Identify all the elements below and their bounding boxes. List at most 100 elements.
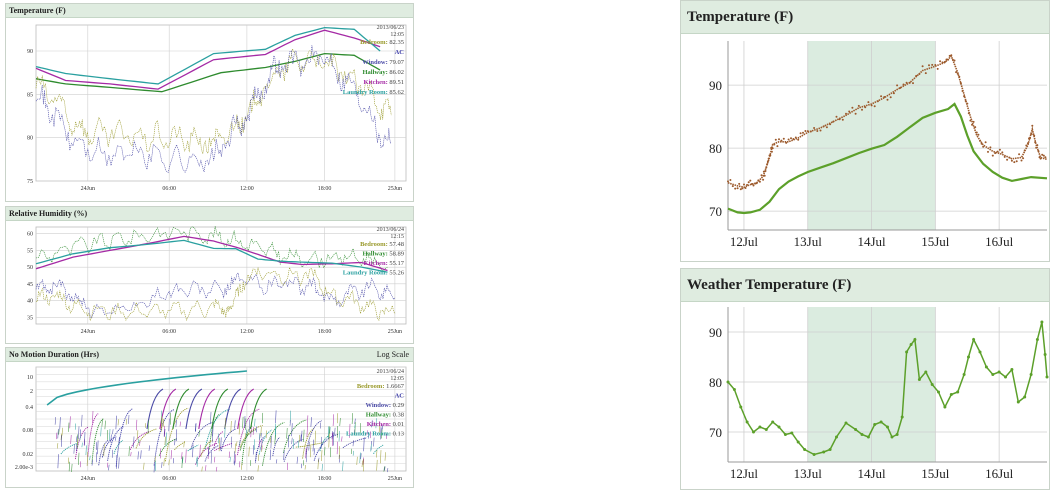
noise-segment <box>317 459 319 470</box>
series-line-kitchen <box>35 235 388 272</box>
legend-entry: Hallway: 58.89 <box>362 251 404 258</box>
data-point <box>902 83 905 86</box>
legend-series-value: 55.17 <box>388 260 405 267</box>
noise-segment <box>269 449 271 461</box>
series-ramp <box>214 442 233 452</box>
data-point <box>1010 159 1013 162</box>
temperature-big-chart[interactable]: 12Jul 13Jul 14Jul 15Jul 16Jul 70 80 90 <box>681 35 1049 262</box>
series-ramp <box>204 444 220 462</box>
data-point <box>959 82 962 85</box>
noise-segment <box>231 436 233 448</box>
data-point <box>747 181 750 184</box>
data-point <box>969 119 972 122</box>
series-ramp <box>237 388 255 430</box>
data-point <box>964 100 967 102</box>
legend-entry: Bedroom: 57.48 <box>360 241 404 248</box>
data-point <box>950 54 953 57</box>
noise-segment <box>349 423 351 438</box>
panel-title: Temperature (F) <box>681 1 1049 34</box>
y-tick-label: 60 <box>27 232 33 238</box>
humidity-small-chart[interactable]: 24Jun 06:00 12:00 18:00 25Jun 35 40 45 50 55 60 201… <box>6 222 413 344</box>
data-point <box>979 139 981 142</box>
data-point <box>752 430 755 434</box>
legend-series-name: Laundry Room: <box>346 431 391 438</box>
data-point <box>771 420 775 424</box>
legend-series-name: Kitchen: <box>364 79 388 86</box>
data-point <box>867 101 870 104</box>
noise-segment <box>301 463 303 469</box>
noise-segment <box>321 450 323 462</box>
data-point <box>936 67 939 70</box>
noise-segment <box>89 455 91 461</box>
data-point <box>838 118 841 121</box>
noise-segment <box>233 451 235 464</box>
noise-segment <box>255 451 257 464</box>
noise-segment <box>328 433 330 448</box>
noise-segment <box>298 434 300 443</box>
noise-segment <box>352 440 354 447</box>
x-tick-label: 12:00 <box>240 476 254 482</box>
noise-segment <box>310 417 312 428</box>
data-point <box>757 179 760 182</box>
data-point <box>755 182 758 185</box>
series-line-hallway <box>35 226 388 271</box>
series-ramp <box>239 428 257 451</box>
series-ramp <box>305 420 322 455</box>
weather-temperature-big-chart[interactable]: 12Jul 13Jul 14Jul 15Jul 16Jul 70 80 90 <box>681 303 1049 490</box>
x-tick-label: 12:00 <box>240 329 254 335</box>
data-point <box>1043 353 1047 356</box>
data-point <box>754 182 757 185</box>
motion-small-chart[interactable]: 24Jun 06:00 12:00 18:00 25Jun 10 2 0.4 0.08 0.02 2… <box>6 363 413 488</box>
data-point <box>978 350 982 354</box>
data-point <box>749 179 752 182</box>
data-point <box>739 188 742 191</box>
legend-time: 12:05 <box>390 376 404 382</box>
x-tick-label: 18:00 <box>318 186 332 192</box>
data-point <box>770 150 773 153</box>
series-line-laundry-room <box>35 26 381 85</box>
noise-segment <box>234 443 236 454</box>
noise-segment <box>96 452 98 463</box>
legend-series-value: 89.51 <box>388 79 404 86</box>
noise-segment <box>211 429 213 443</box>
noise-segment <box>252 427 254 435</box>
data-point <box>819 129 822 132</box>
data-point <box>828 448 832 451</box>
series-ramp <box>113 439 124 455</box>
log-scale-label[interactable]: Log Scale <box>376 350 409 359</box>
noise-segment <box>330 447 332 458</box>
data-point <box>880 95 883 98</box>
noise-segment <box>296 456 298 464</box>
legend-series-name: Laundry Room: <box>343 270 388 277</box>
noise-segment <box>384 452 386 461</box>
noise-segment <box>161 461 163 468</box>
data-point <box>822 125 825 128</box>
data-point <box>825 126 828 129</box>
data-point <box>794 136 797 139</box>
noise-segment <box>383 466 385 472</box>
noise-segment <box>378 421 380 434</box>
noise-segment <box>143 462 145 470</box>
noise-segment <box>260 426 262 437</box>
data-point <box>895 433 899 436</box>
y-tick-label: 55 <box>27 248 33 254</box>
data-point <box>921 65 924 68</box>
data-point <box>889 96 892 99</box>
x-tick-label: 06:00 <box>162 476 176 482</box>
data-point <box>835 115 838 118</box>
data-point <box>883 96 886 98</box>
y-tick-label: 75 <box>27 179 33 185</box>
temperature-small-chart[interactable]: 24Jun 06:00 12:00 18:00 25Jun 75 80 85 90 2013/06… <box>6 19 413 202</box>
noise-segment <box>291 423 293 437</box>
y-tick-label: 0.4 <box>26 405 34 411</box>
data-point <box>787 138 790 141</box>
data-point <box>1003 155 1006 158</box>
data-point <box>731 185 734 188</box>
y-tick-label: 90 <box>709 78 722 93</box>
noise-segment <box>56 432 58 440</box>
noise-segment <box>356 456 358 465</box>
y-tick-label: 0.08 <box>23 428 34 434</box>
data-point <box>991 154 994 157</box>
noise-segment <box>310 445 312 458</box>
x-tick-label: 16Jul <box>985 466 1014 481</box>
